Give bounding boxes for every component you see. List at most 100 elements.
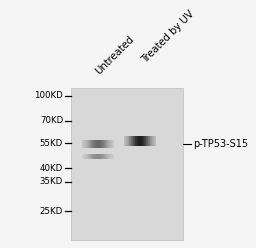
Bar [101,140,102,148]
Bar [83,155,84,159]
Bar [135,136,136,146]
Bar [139,136,140,146]
Bar [144,136,145,146]
Bar [90,155,91,159]
Bar [93,155,94,159]
Bar [146,136,147,146]
Text: 55KD: 55KD [40,139,63,148]
Bar [108,140,109,148]
Bar [136,136,137,146]
Bar [141,136,142,146]
Bar [106,155,107,159]
Bar [95,155,96,159]
Bar [137,136,138,146]
Bar [95,140,96,148]
Text: 25KD: 25KD [40,207,63,216]
Bar [91,155,92,159]
Bar [112,155,113,159]
Bar [96,140,97,148]
Bar [87,140,88,148]
Bar [92,155,93,159]
Bar [112,140,113,148]
Bar [110,140,111,148]
Text: p-TP53-S15: p-TP53-S15 [194,139,249,149]
Text: Treated by UV: Treated by UV [140,9,196,65]
Bar [131,136,132,146]
Bar [90,140,91,148]
Bar [110,155,111,159]
Bar [143,136,144,146]
Bar [154,136,155,146]
Bar [100,140,101,148]
Bar [100,155,101,159]
Bar [147,136,148,146]
Bar [94,155,95,159]
Bar [132,136,133,146]
Bar [109,155,110,159]
Text: 70KD: 70KD [40,116,63,125]
Bar [97,155,98,159]
Bar [102,155,103,159]
Bar [93,140,94,148]
Bar [152,136,153,146]
Bar [84,155,85,159]
Bar [84,140,85,148]
Bar [86,140,87,148]
Bar [104,140,105,148]
Bar [91,140,92,148]
Bar [94,140,95,148]
Bar [130,136,131,146]
Bar [104,155,105,159]
Bar [96,155,97,159]
Bar [145,136,146,146]
Bar [107,140,108,148]
Bar [103,140,104,148]
Bar [142,136,143,146]
Bar [99,155,100,159]
Bar [107,155,108,159]
Bar [88,155,89,159]
Bar [71,88,183,240]
Bar [98,155,99,159]
Bar [126,136,127,146]
Bar [155,136,156,146]
Bar [148,136,149,146]
Bar [113,155,114,159]
Text: 35KD: 35KD [40,177,63,186]
Bar [108,155,109,159]
Bar [92,140,93,148]
Text: 100KD: 100KD [34,91,63,100]
Bar [105,140,106,148]
Bar [89,140,90,148]
Bar [83,140,84,148]
Bar [86,155,87,159]
Bar [138,136,139,146]
Bar [125,136,126,146]
Bar [82,155,83,159]
Bar [89,155,90,159]
Bar [134,136,135,146]
Bar [140,136,141,146]
Bar [113,140,114,148]
Bar [88,140,89,148]
Bar [99,140,100,148]
Bar [85,155,86,159]
Bar [105,155,106,159]
Bar [109,140,110,148]
Bar [111,140,112,148]
Bar [133,136,134,146]
Bar [106,140,107,148]
Bar [111,155,112,159]
Bar [153,136,154,146]
Bar [98,140,99,148]
Bar [82,140,83,148]
Text: 40KD: 40KD [40,164,63,173]
Bar [129,136,130,146]
Bar [97,140,98,148]
Bar [151,136,152,146]
Bar [128,136,129,146]
Bar [101,155,102,159]
Bar [102,140,103,148]
Bar [127,136,128,146]
Bar [85,140,86,148]
